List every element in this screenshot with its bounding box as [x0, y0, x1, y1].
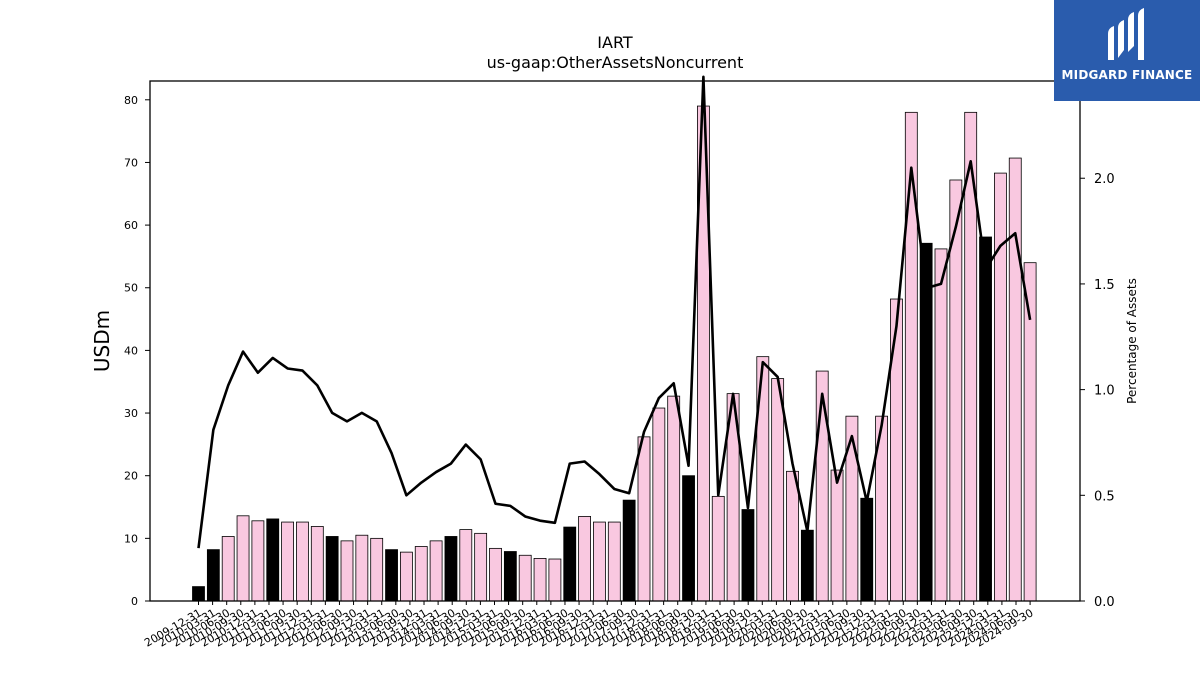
- bar: [682, 475, 695, 602]
- bar: [845, 415, 859, 602]
- y2-tick-label: 0.0: [1094, 595, 1115, 610]
- bar: [414, 546, 428, 602]
- bar: [236, 515, 250, 602]
- bar: [890, 298, 903, 602]
- bar: [578, 516, 591, 602]
- bar: [860, 497, 874, 602]
- bar: [637, 436, 651, 602]
- bar: [1008, 157, 1022, 602]
- bar: [741, 509, 755, 602]
- series-line: [197, 75, 1032, 549]
- y2-tick-label: 1.0: [1094, 384, 1115, 399]
- bar: [800, 529, 814, 602]
- bar: [711, 495, 725, 602]
- bar: [325, 536, 339, 602]
- y-tick-label: 20: [124, 470, 138, 483]
- bar: [919, 242, 933, 602]
- bar: [266, 518, 280, 602]
- bar: [771, 378, 785, 602]
- y-axis-label-left: USDm: [90, 310, 114, 372]
- bar: [667, 395, 681, 602]
- bar: [310, 526, 324, 602]
- bar: [994, 172, 1007, 602]
- bar: [399, 551, 413, 602]
- y-axis-left: 0 10 20 30 40 50 60 70 80: [124, 94, 150, 608]
- bar: [281, 521, 295, 602]
- bar: [830, 469, 844, 602]
- bar: [489, 547, 502, 602]
- bar: [563, 526, 577, 602]
- bar: [192, 586, 205, 602]
- bar: [934, 248, 948, 602]
- x-axis: 2009-12-312010-03-312010-06-302010-09-30…: [142, 601, 1036, 650]
- bar: [429, 540, 443, 602]
- bar: [385, 549, 398, 602]
- bar: [340, 540, 354, 602]
- y2-tick-label: 2.0: [1094, 172, 1115, 187]
- bar: [518, 554, 532, 602]
- bar: [607, 521, 621, 602]
- bar: [786, 470, 799, 602]
- bar: [474, 532, 488, 602]
- bar: [206, 549, 220, 602]
- y2-tick-label: 0.5: [1094, 489, 1115, 504]
- y-tick-label: 30: [124, 407, 138, 420]
- bar: [355, 534, 369, 602]
- bar: [593, 521, 606, 602]
- y-tick-label: 80: [124, 94, 138, 107]
- bar: [370, 537, 384, 602]
- bar: [533, 558, 547, 602]
- y-tick-label: 60: [124, 219, 138, 232]
- bar: [251, 520, 265, 602]
- midgard-logo-icon: [1108, 8, 1144, 60]
- brand-name: MIDGARD FINANCE: [1061, 68, 1193, 82]
- bar: [904, 111, 918, 602]
- y2-tick-label: 1.5: [1094, 278, 1115, 293]
- y-tick-label: 70: [124, 156, 138, 169]
- y-tick-label: 40: [124, 344, 138, 357]
- bar: [652, 407, 666, 602]
- chart-subtitle: us-gaap:OtherAssetsNoncurrent: [487, 53, 744, 72]
- y-axis-label-right: Percentage of Assets: [1125, 278, 1139, 404]
- bar: [444, 536, 458, 602]
- y-axis-right: 0.0 0.5 1.0 1.5 2.0: [1080, 172, 1115, 610]
- bar: [221, 536, 235, 602]
- y-tick-label: 0: [131, 595, 138, 608]
- y-tick-label: 50: [124, 282, 138, 295]
- bar: [296, 521, 309, 602]
- bar: [548, 558, 562, 602]
- line-layer: [197, 75, 1032, 549]
- plot-frame: [149, 80, 1081, 602]
- brand-logo: MIDGARD FINANCE: [1054, 0, 1200, 101]
- bar: [459, 529, 473, 602]
- bar: [622, 499, 636, 602]
- bar: [979, 236, 992, 602]
- bar: [503, 551, 517, 602]
- y-tick-label: 10: [124, 532, 138, 545]
- chart-title: IART: [597, 33, 633, 52]
